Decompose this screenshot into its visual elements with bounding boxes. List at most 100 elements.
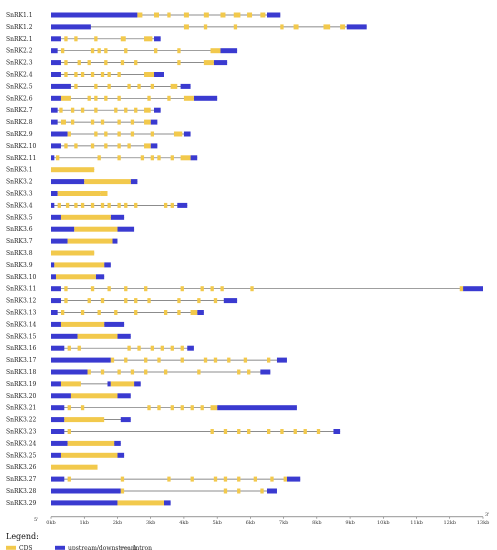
- cds-block: [117, 500, 164, 506]
- cds-block: [60, 48, 65, 54]
- utr-block: [51, 202, 55, 208]
- utr-block: [217, 405, 297, 411]
- cds-block: [243, 357, 248, 363]
- utr-block: [114, 440, 121, 446]
- cds-block: [137, 12, 143, 18]
- cds-block: [220, 12, 226, 18]
- gene-row: SnRK3.10: [6, 274, 105, 281]
- cds-block: [157, 357, 161, 363]
- utr-block: [51, 12, 138, 18]
- cds-block: [120, 60, 125, 66]
- gene-row: SnRK2.3: [6, 60, 228, 67]
- cds-block: [100, 298, 105, 304]
- cds-block: [74, 202, 78, 208]
- gene-row: SnRK3.1: [6, 167, 95, 174]
- axis-tick-label: 13kb: [477, 520, 490, 526]
- gene-name: SnRK2.5: [6, 83, 33, 90]
- cds-block: [117, 72, 121, 77]
- utr-block: [51, 83, 71, 89]
- axis-tick-label: 8kb: [312, 520, 321, 526]
- utr-block: [112, 238, 118, 244]
- gene-name: SnRK3.5: [6, 214, 33, 221]
- axis-tick-label: 0kb: [46, 520, 55, 526]
- gene-row: SnRK3.22: [6, 417, 131, 424]
- gene-name: SnRK2.3: [6, 60, 33, 67]
- gene-row: SnRK3.13: [6, 310, 204, 317]
- cds-block: [120, 476, 125, 482]
- cds-block: [80, 405, 85, 411]
- cds-block: [100, 369, 105, 375]
- cds-block: [137, 83, 141, 89]
- cds-block: [203, 24, 208, 30]
- axis-tick-label: 5kb: [212, 520, 221, 526]
- utr-block: [51, 107, 58, 113]
- cds-block: [90, 202, 95, 208]
- gene-row: SnRK3.20: [6, 393, 131, 400]
- utr-block: [183, 131, 191, 137]
- gene-row: SnRK2.1: [6, 36, 161, 43]
- axis-tick-label: 6kb: [246, 520, 255, 526]
- cds-block: [117, 155, 121, 161]
- utr-block: [346, 24, 367, 30]
- gene-row: SnRK2.2: [6, 48, 238, 55]
- utr-block: [213, 60, 228, 66]
- cds-block: [203, 12, 209, 18]
- utr-block: [51, 417, 65, 423]
- cds-block: [110, 381, 135, 387]
- cds-block: [140, 155, 145, 161]
- utr-block: [51, 274, 56, 280]
- utr-block: [117, 226, 135, 232]
- cds-block: [183, 24, 189, 30]
- cds-block: [150, 131, 155, 137]
- utr-block: [51, 310, 58, 315]
- cds-block: [100, 119, 105, 125]
- cds-block: [120, 488, 125, 494]
- gene-name: SnRK3.7: [6, 238, 33, 245]
- utr-block: [134, 381, 141, 387]
- cds-block: [177, 48, 181, 54]
- utr-block: [223, 298, 238, 304]
- utr-block: [51, 95, 61, 101]
- utr-block: [51, 393, 71, 399]
- utr-block: [104, 321, 125, 327]
- cds-block: [124, 202, 128, 208]
- cds-block: [67, 429, 71, 434]
- utr-block: [51, 155, 55, 161]
- utr-block: [260, 369, 271, 375]
- cds-block: [144, 72, 155, 77]
- cds-block: [144, 286, 148, 292]
- cds-block: [223, 476, 228, 482]
- gene-row: SnRK3.8: [6, 250, 95, 257]
- gene-row: SnRK3.11: [6, 286, 483, 293]
- gene-row: SnRK3.24: [6, 440, 121, 447]
- cds-block: [127, 345, 131, 351]
- cds-block: [117, 119, 121, 125]
- gene-row: SnRK3.17: [6, 357, 287, 364]
- cds-block: [180, 357, 184, 363]
- axis-tick-label: 1kb: [80, 520, 89, 526]
- utr-block: [220, 48, 238, 54]
- cds-block: [90, 119, 95, 125]
- cds-block: [183, 95, 194, 101]
- gene-name: SnRK1.2: [6, 24, 33, 31]
- cds-block: [74, 226, 118, 232]
- utr-block: [51, 369, 88, 375]
- utr-block: [286, 476, 301, 482]
- cds-block: [237, 369, 241, 375]
- utr-block: [51, 381, 61, 387]
- utr-block: [51, 48, 58, 54]
- gene-row: SnRK2.4: [6, 72, 164, 79]
- cds-block: [55, 155, 60, 161]
- cds-block: [60, 95, 71, 101]
- cds-block: [144, 369, 148, 375]
- gene-row: SnRK1.1: [6, 12, 281, 19]
- cds-block: [51, 167, 95, 173]
- cds-block: [210, 48, 221, 54]
- cds-block: [60, 321, 105, 327]
- utr-block: [107, 381, 111, 387]
- cds-block: [97, 48, 101, 54]
- cds-block: [247, 12, 253, 18]
- cds-block: [67, 238, 113, 244]
- gene-name: SnRK3.26: [6, 464, 37, 471]
- gene-row: SnRK3.7: [6, 238, 118, 245]
